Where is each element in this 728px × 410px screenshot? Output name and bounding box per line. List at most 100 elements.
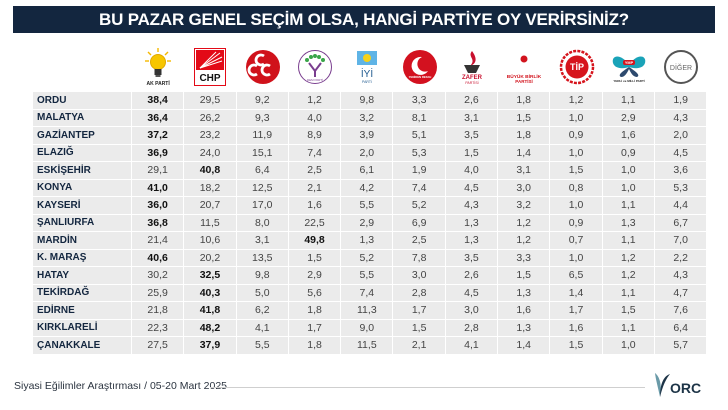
vote-share-cell: 0,9 (550, 127, 603, 145)
table-row: KIRKLARELİ 22,3 48,2 4,1 1,7 9,0 1,5 2,8 1,3 1,6 1… (33, 319, 708, 337)
vote-share-cell: 0,9 (602, 144, 655, 162)
vote-share-cell: 1,8 (288, 337, 342, 355)
vote-share-cell: 3,0 (498, 179, 551, 197)
vote-share-cell: 3,0 (393, 267, 446, 285)
vote-share-cell: 1,0 (602, 337, 655, 355)
party-logo-chp: CHP (184, 44, 236, 90)
vote-share-cell: 7,0 (654, 232, 708, 250)
vote-share-cell: 1,0 (602, 162, 655, 180)
vote-share-cell: 11,9 (236, 127, 289, 145)
vote-share-cell: 9,2 (236, 92, 289, 110)
vote-share-cell: 5,0 (236, 284, 289, 302)
province-name: ORDU (33, 92, 132, 110)
vote-share-cell: 41,0 (132, 179, 185, 197)
vote-share-cell: 7,4 (341, 284, 394, 302)
vote-share-cell: 2,2 (654, 249, 708, 267)
table-row: GAZİANTEP 37,2 23,2 11,9 8,9 3,9 5,1 3,5 1,8 0,9 1… (33, 127, 708, 145)
vote-share-cell: 1,1 (602, 284, 655, 302)
vote-share-cell: 6,9 (393, 214, 446, 232)
vote-share-cell: 4,0 (445, 162, 499, 180)
table-row: ÇANAKKALE 27,5 37,9 5,5 1,8 11,5 2,1 4,1 1,4 1,5 1… (33, 337, 708, 355)
province-name: TEKİRDAĞ (33, 284, 132, 302)
vote-share-cell: 36,8 (132, 214, 185, 232)
vote-share-cell: 6,5 (550, 267, 603, 285)
table-row: TEKİRDAĞ 25,9 40,3 5,0 5,6 7,4 2,8 4,5 1,3 1,4 1,1… (33, 284, 708, 302)
table-row: HATAY 30,2 32,5 9,8 2,9 5,5 3,0 2,6 1,5 6,5 1,2 4,3 (33, 267, 708, 285)
vote-share-cell: 37,2 (132, 127, 185, 145)
vote-share-cell: 6,7 (654, 214, 708, 232)
vote-share-cell: 1,6 (498, 302, 551, 320)
vote-share-cell: 10,6 (184, 232, 237, 250)
party-logo-tip: TİP (550, 44, 602, 90)
province-name: GAZİANTEP (33, 127, 132, 145)
vote-share-cell: 3,1 (445, 109, 499, 127)
party-logo-other: DİĞER (655, 44, 707, 90)
vote-share-cell: 1,5 (393, 319, 446, 337)
province-name: KAYSERİ (33, 197, 132, 215)
vote-share-cell: 1,5 (498, 267, 551, 285)
vote-share-cell: 7,4 (288, 144, 342, 162)
vote-share-cell: 1,3 (445, 214, 499, 232)
province-name: K. MARAŞ (33, 249, 132, 267)
vote-share-cell: 3,9 (341, 127, 394, 145)
svg-text:YENİDEN REFAH: YENİDEN REFAH (408, 74, 431, 79)
party-logo-ymp: YMP YERLİ ve MİLLİ PARTİ (603, 44, 655, 90)
vote-share-cell: 36,4 (132, 109, 185, 127)
vote-share-cell: 4,0 (288, 109, 342, 127)
vote-share-cell: 2,8 (445, 319, 499, 337)
vote-share-cell: 1,4 (498, 144, 551, 162)
vote-share-cell: 32,5 (184, 267, 237, 285)
vote-share-cell: 17,0 (236, 197, 289, 215)
party-logo-iyi-parti: İYİ PARTİ (341, 44, 393, 90)
vote-share-cell: 2,6 (445, 267, 499, 285)
vote-share-cell: 37,9 (184, 337, 237, 355)
dem-parti-tree-icon: DEM PARTİ (298, 50, 333, 84)
vote-share-cell: 1,3 (498, 319, 551, 337)
vote-share-cell: 1,6 (550, 319, 603, 337)
vote-share-cell: 18,2 (184, 179, 237, 197)
province-name: HATAY (33, 267, 132, 285)
vote-share-cell: 6,4 (654, 319, 708, 337)
footer-divider (210, 387, 645, 388)
vote-share-cell: 11,3 (341, 302, 394, 320)
vote-share-cell: 36,0 (132, 197, 185, 215)
mhp-three-crescents-icon (245, 50, 280, 84)
vote-share-cell: 21,4 (132, 232, 185, 250)
vote-share-cell: 5,5 (341, 197, 394, 215)
province-name: ELAZIĞ (33, 144, 132, 162)
vote-share-cell: 15,1 (236, 144, 289, 162)
vote-share-cell: 2,6 (445, 92, 499, 110)
party-logo-zafer-partisi: ZAFER PARTİSİ (446, 44, 498, 90)
vote-share-cell: 4,3 (445, 197, 499, 215)
vote-share-cell: 5,3 (393, 144, 446, 162)
ak-parti-bulb-icon (145, 48, 172, 77)
vote-share-cell: 3,1 (498, 162, 551, 180)
svg-text:DEM PARTİ: DEM PARTİ (307, 77, 323, 82)
vote-share-cell: 2,1 (288, 179, 342, 197)
vote-share-cell: 49,8 (288, 232, 342, 250)
vote-share-cell: 1,7 (288, 319, 342, 337)
table-row: ORDU 38,4 29,5 9,2 1,2 9,8 3,3 2,6 1,8 1,2 1,1 1,9 (33, 92, 708, 110)
vote-share-cell: 4,5 (445, 284, 499, 302)
orc-leaf-icon (655, 373, 670, 397)
table-row: K. MARAŞ 40,6 20,2 13,5 1,5 5,2 7,8 3,5 3,3 1,0 1,… (33, 249, 708, 267)
vote-share-cell: 4,5 (445, 179, 499, 197)
svg-text:İYİ: İYİ (361, 67, 373, 80)
vote-share-cell: 1,8 (498, 92, 551, 110)
vote-share-cell: 7,8 (393, 249, 446, 267)
vote-share-cell: 5,1 (393, 127, 446, 145)
vote-share-cell: 40,3 (184, 284, 237, 302)
vote-share-cell: 1,0 (550, 144, 603, 162)
province-name: MARDİN (33, 232, 132, 250)
province-name: MALATYA (33, 109, 132, 127)
vote-share-cell: 1,6 (288, 197, 342, 215)
party-logo-ak-parti: AK PARTİ (132, 44, 184, 90)
vote-share-cell: 2,0 (341, 144, 394, 162)
vote-share-cell: 25,9 (132, 284, 185, 302)
vote-share-cell: 30,2 (132, 267, 185, 285)
table-row: ELAZIĞ 36,9 24,0 15,1 7,4 2,0 5,3 1,5 1,4 1,0 0,9 4… (33, 144, 708, 162)
vote-share-cell: 1,0 (550, 109, 603, 127)
iyi-parti-sun-icon: İYİ PARTİ (357, 51, 378, 84)
vote-share-cell: 2,9 (602, 109, 655, 127)
vote-share-cell: 20,7 (184, 197, 237, 215)
